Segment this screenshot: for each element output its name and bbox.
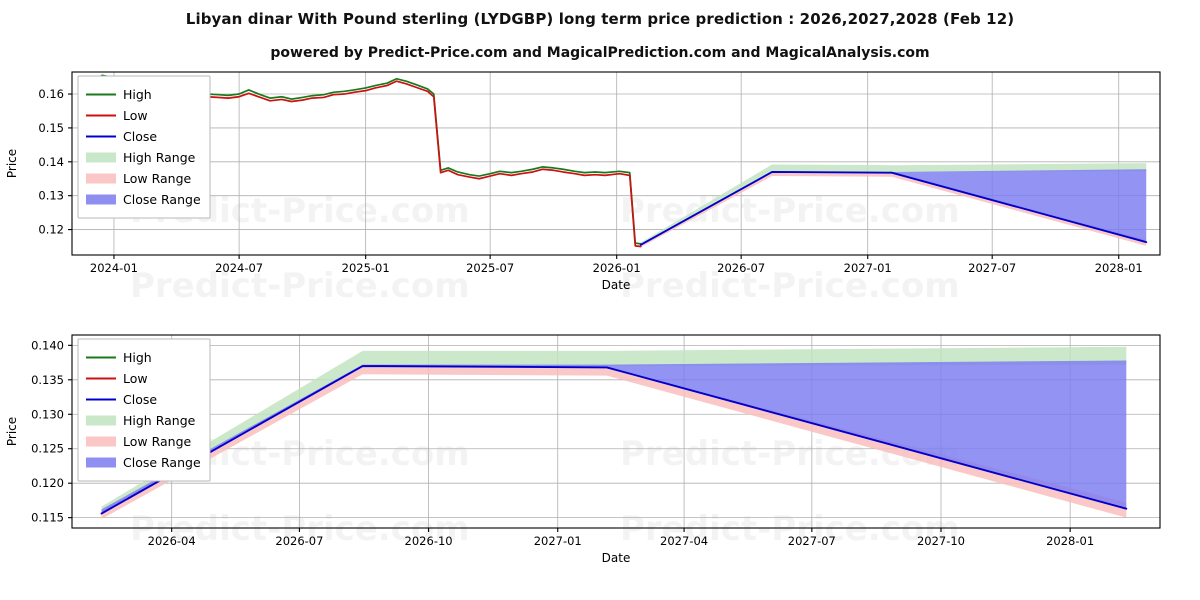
- legend-label: Close Range: [123, 192, 201, 207]
- legend-item-close-range[interactable]: Close Range: [86, 192, 201, 207]
- page-title: Libyan dinar With Pound sterling (LYDGBP…: [185, 10, 1015, 28]
- legend-label: High Range: [123, 413, 196, 428]
- axes-frame: [71, 334, 1161, 529]
- legend-item-low[interactable]: Low: [86, 108, 148, 123]
- legend-label: High: [123, 350, 152, 365]
- x-tick-label: 2025-01: [342, 261, 390, 275]
- legend-patch-swatch: [86, 152, 116, 163]
- watermark: Predict-Price.com: [620, 509, 960, 549]
- legend-item-high[interactable]: High: [86, 350, 152, 365]
- legend-patch-swatch: [86, 436, 116, 447]
- y-tick-label: 0.15: [38, 121, 64, 135]
- y-tick-label: 0.12: [38, 223, 64, 237]
- legend-label: Low Range: [123, 171, 192, 186]
- x-tick-label: 2027-10: [917, 534, 965, 548]
- x-tick-label: 2026-01: [593, 261, 641, 275]
- x-tick-label: 2026-10: [405, 534, 453, 548]
- legend-item-close-range[interactable]: Close Range: [86, 455, 201, 470]
- chart-bottom-forecast-zoom: Predict-Price.comPredict-Price.comPredic…: [0, 325, 1200, 590]
- x-tick-label: 2028-01: [1046, 534, 1094, 548]
- legend-item-high[interactable]: High: [86, 87, 152, 102]
- x-axis-label: Date: [602, 278, 631, 292]
- series-line-close: [100, 365, 1128, 515]
- x-tick-label: 2026-07: [717, 261, 765, 275]
- x-tick-label: 2026-07: [275, 534, 323, 548]
- y-tick-label: 0.125: [31, 442, 64, 456]
- legend-label: Low: [123, 108, 148, 123]
- x-axis-label: Date: [602, 551, 631, 565]
- x-tick-label: 2026-04: [148, 534, 196, 548]
- legend-label: High: [123, 87, 152, 102]
- page-subtitle: powered by Predict-Price.com and Magical…: [270, 45, 930, 61]
- legend-label: Close: [123, 129, 157, 144]
- y-tick-label: 0.14: [38, 155, 64, 169]
- x-tick-label: 2027-04: [660, 534, 708, 548]
- legend-patch-swatch: [86, 415, 116, 426]
- legend-item-close[interactable]: Close: [86, 129, 157, 144]
- y-tick-label: 0.120: [31, 476, 64, 490]
- x-tick-label: 2025-07: [466, 261, 514, 275]
- legend-patch-swatch: [86, 194, 116, 205]
- legend-item-close[interactable]: Close: [86, 392, 157, 407]
- legend-item-high-range[interactable]: High Range: [86, 413, 196, 428]
- legend-item-low[interactable]: Low: [86, 371, 148, 386]
- y-tick-label: 0.130: [31, 407, 64, 421]
- series-line-close: [639, 171, 1148, 246]
- y-axis-label: Price: [5, 417, 19, 446]
- legend-label: Close: [123, 392, 157, 407]
- x-tick-label: 2027-07: [968, 261, 1016, 275]
- y-axis-label: Price: [5, 149, 19, 178]
- watermark: Predict-Price.com: [130, 266, 470, 306]
- legend-patch-swatch: [86, 457, 116, 468]
- legend-label: Low: [123, 371, 148, 386]
- band-close-range: [101, 360, 1127, 514]
- watermark: Predict-Price.com: [620, 266, 960, 306]
- x-tick-label: 2024-07: [215, 261, 263, 275]
- y-tick-label: 0.135: [31, 373, 64, 387]
- x-tick-label: 2027-07: [788, 534, 836, 548]
- legend-label: Close Range: [123, 455, 201, 470]
- band-close-range: [640, 169, 1147, 245]
- x-tick-label: 2024-01: [90, 261, 138, 275]
- y-tick-label: 0.140: [31, 338, 64, 352]
- chart-top-longterm: Predict-Price.comPredict-Price.comPredic…: [0, 62, 1200, 307]
- plot-area-top: Predict-Price.comPredict-Price.comPredic…: [5, 71, 1161, 306]
- plot-area-bottom: Predict-Price.comPredict-Price.comPredic…: [5, 334, 1161, 565]
- legend-label: Low Range: [123, 434, 192, 449]
- legend-item-low-range[interactable]: Low Range: [86, 434, 192, 449]
- legend-patch-swatch: [86, 173, 116, 184]
- legend-item-high-range[interactable]: High Range: [86, 150, 196, 165]
- x-tick-label: 2028-01: [1095, 261, 1143, 275]
- y-tick-label: 0.115: [31, 511, 64, 525]
- y-tick-label: 0.16: [38, 87, 64, 101]
- axes-frame: [71, 71, 1161, 256]
- legend-item-low-range[interactable]: Low Range: [86, 171, 192, 186]
- x-tick-label: 2027-01: [534, 534, 582, 548]
- x-tick-label: 2027-01: [844, 261, 892, 275]
- legend-label: High Range: [123, 150, 196, 165]
- y-tick-label: 0.13: [38, 189, 64, 203]
